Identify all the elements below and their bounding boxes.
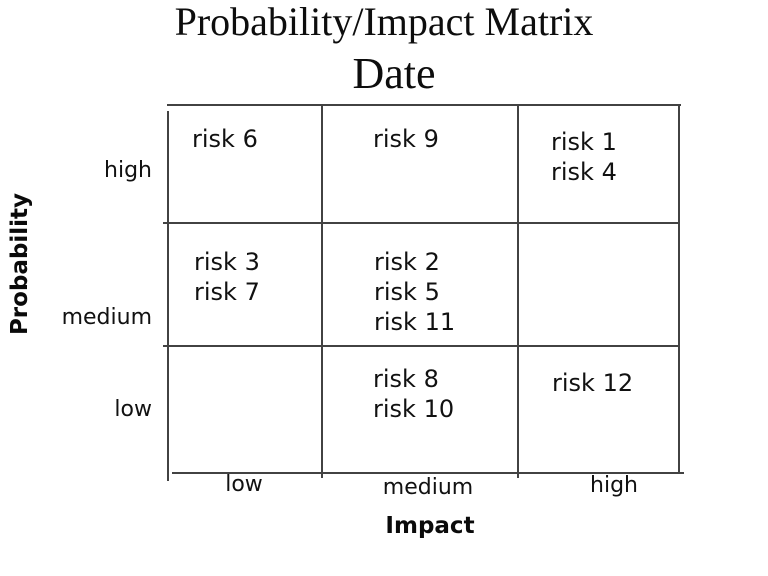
grid-line-top	[167, 104, 681, 106]
grid-line-row-divider-1	[163, 222, 679, 224]
cell-low-probability-medium-impact: risk 8 risk 10	[373, 364, 454, 424]
page-subtitle: Date	[352, 49, 436, 98]
risk-item: risk 6	[192, 125, 258, 153]
grid-line-left	[167, 111, 169, 481]
risk-item: risk 12	[552, 369, 634, 397]
risk-item: risk 10	[373, 395, 455, 423]
risk-item: risk 4	[551, 158, 617, 186]
page-title: Probability/Impact Matrix	[174, 0, 594, 44]
grid-line-row-divider-2	[163, 345, 679, 347]
cell-high-probability-medium-impact: risk 9	[373, 124, 439, 154]
grid-line-col-divider-1	[321, 104, 323, 478]
column-label-low: low	[225, 472, 263, 497]
cell-medium-probability-medium-impact: risk 2 risk 5 risk 11	[374, 247, 455, 337]
risk-item: risk 8	[373, 365, 439, 393]
column-label-high: high	[590, 473, 638, 498]
risk-item: risk 9	[373, 125, 439, 153]
risk-item: risk 1	[551, 128, 617, 156]
risk-item: risk 11	[374, 308, 456, 336]
risk-item: risk 7	[194, 278, 260, 306]
cell-high-probability-high-impact: risk 1 risk 4	[551, 127, 617, 187]
x-axis-title: Impact	[385, 513, 475, 539]
risk-item: risk 5	[374, 278, 440, 306]
cell-low-probability-high-impact: risk 12	[552, 368, 633, 398]
row-label-medium: medium	[61, 305, 152, 330]
grid-line-right	[678, 105, 680, 474]
column-label-medium: medium	[382, 475, 474, 500]
cell-medium-probability-low-impact: risk 3 risk 7	[194, 247, 260, 307]
risk-item: risk 3	[194, 248, 260, 276]
row-label-high: high	[104, 158, 152, 183]
grid-line-bottom	[172, 472, 684, 474]
cell-high-probability-low-impact: risk 6	[192, 124, 258, 154]
row-label-low: low	[114, 397, 152, 422]
risk-item: risk 2	[374, 248, 440, 276]
grid-line-col-divider-2	[517, 104, 519, 478]
